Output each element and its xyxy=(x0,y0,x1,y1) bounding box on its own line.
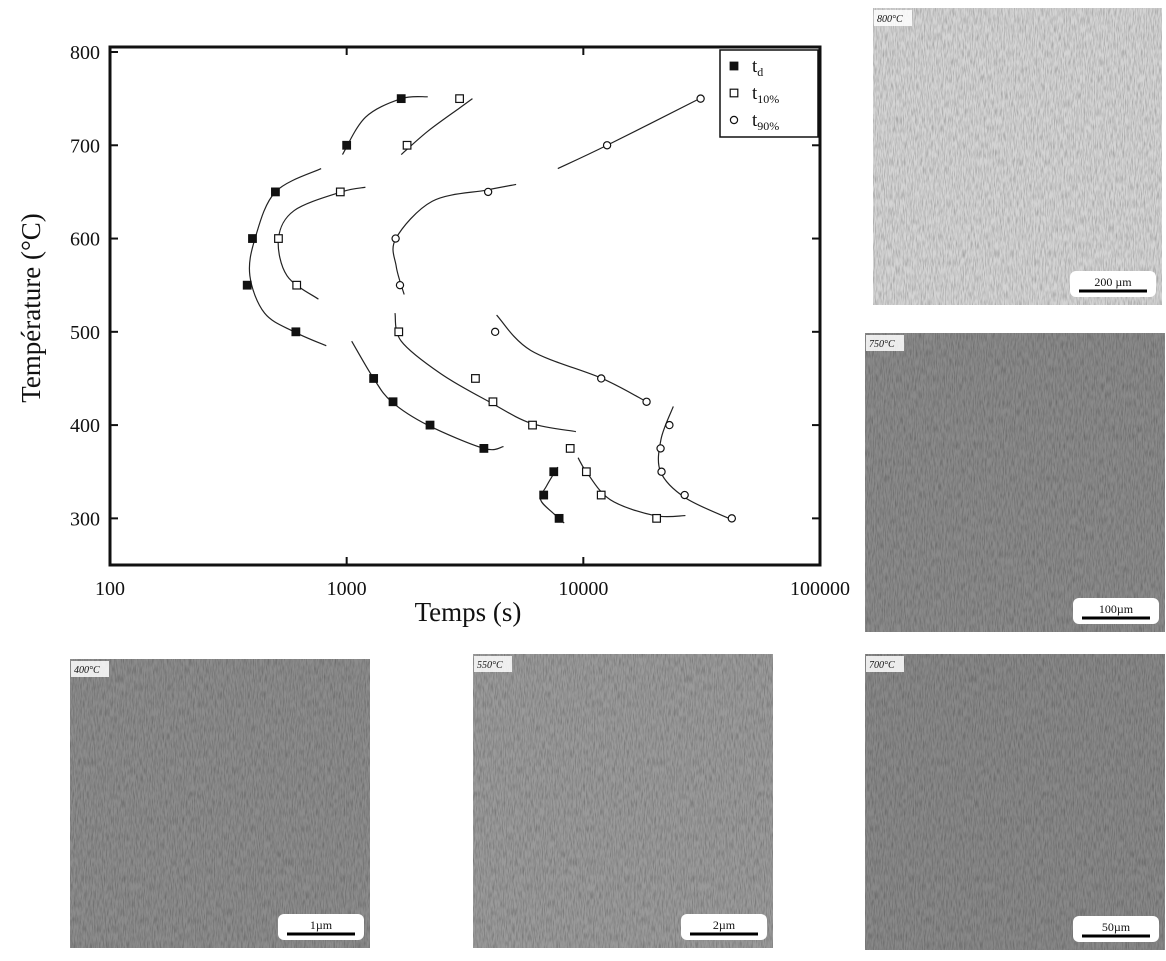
point xyxy=(597,374,606,383)
point xyxy=(539,490,549,500)
micrograph-label-bg xyxy=(866,656,904,672)
point xyxy=(554,513,564,523)
point xyxy=(242,280,252,290)
point xyxy=(490,327,500,337)
point xyxy=(248,234,257,243)
point xyxy=(335,187,345,197)
y-axis-title: Température (°C) xyxy=(16,213,46,403)
fit-curve xyxy=(557,98,700,170)
point xyxy=(652,513,662,523)
micrograph-label-bg xyxy=(866,335,904,351)
y-tick-label: 600 xyxy=(70,229,100,251)
point xyxy=(581,467,591,477)
fit-curve xyxy=(394,313,576,433)
y-tick-label: 800 xyxy=(70,42,100,64)
micrograph-label: 400°C xyxy=(74,665,100,676)
point xyxy=(342,140,352,150)
micrographs: 800°C 200 µm 750°C 100µm 400°C 1µm 550°C 2µm 700… xyxy=(70,8,1165,950)
micrograph-texture xyxy=(70,659,370,948)
legend-label: t90% xyxy=(752,110,779,133)
point xyxy=(369,374,379,383)
point xyxy=(425,420,435,430)
plot-frame xyxy=(108,45,822,567)
fit-curve xyxy=(248,168,327,347)
point xyxy=(391,234,400,243)
point xyxy=(665,420,674,430)
legend-marker xyxy=(729,61,739,71)
micrograph-label: 750°C xyxy=(869,339,895,350)
point xyxy=(596,490,606,500)
point xyxy=(291,327,301,337)
point xyxy=(602,141,612,150)
point xyxy=(656,444,665,453)
point xyxy=(402,140,412,150)
micrograph-texture xyxy=(865,654,1165,950)
point xyxy=(292,280,302,290)
micrograph-texture xyxy=(873,8,1162,305)
point xyxy=(727,514,737,523)
legend-label: td xyxy=(752,56,763,79)
fit-curve xyxy=(277,186,366,300)
legend-label: t10% xyxy=(752,83,779,106)
legend-marker xyxy=(729,115,739,125)
point xyxy=(642,397,651,406)
point xyxy=(396,94,406,104)
fit-curve xyxy=(496,314,647,403)
x-tick-label: 1000 xyxy=(327,578,367,600)
point xyxy=(394,327,404,337)
micrograph-texture xyxy=(473,654,773,948)
scale-bar-label: 2µm xyxy=(713,918,736,932)
micrograph-label-bg xyxy=(874,10,912,26)
point xyxy=(471,374,480,383)
micrograph-texture xyxy=(865,333,1165,632)
y-tick-label: 300 xyxy=(70,508,100,530)
fit-curve xyxy=(351,340,504,451)
point xyxy=(395,280,405,290)
micrograph-label: 700°C xyxy=(869,660,895,671)
point xyxy=(549,467,559,477)
x-tick-label: 100000 xyxy=(790,578,850,600)
scale-bar-label: 200 µm xyxy=(1094,275,1132,289)
scale-bar-label: 50µm xyxy=(1102,920,1131,934)
point xyxy=(528,420,537,430)
x-tick-label: 100 xyxy=(95,578,125,600)
scale-bar-label: 1µm xyxy=(310,918,333,932)
point xyxy=(657,467,666,476)
micrograph-label: 550°C xyxy=(477,660,503,671)
point xyxy=(388,397,398,407)
y-tick-label: 400 xyxy=(70,415,100,437)
fit-curve xyxy=(392,183,517,295)
point xyxy=(274,234,283,243)
y-tick-label: 500 xyxy=(70,322,100,344)
x-axis-title: Temps (s) xyxy=(415,597,522,627)
micrograph-label-bg xyxy=(474,656,512,672)
micrograph-label: 800°C xyxy=(877,14,903,25)
point xyxy=(479,444,489,453)
fit-curve xyxy=(400,98,473,156)
legend-marker xyxy=(729,88,739,98)
micrograph-label-bg xyxy=(71,661,109,677)
x-tick-label: 10000 xyxy=(558,578,608,600)
point xyxy=(455,94,464,104)
point xyxy=(488,397,498,407)
point xyxy=(271,187,280,197)
scale-bar-label: 100µm xyxy=(1099,602,1134,616)
point xyxy=(565,444,575,453)
fit-curve xyxy=(577,457,686,518)
y-tick-label: 700 xyxy=(70,135,100,157)
point xyxy=(680,490,689,500)
point xyxy=(696,94,705,103)
plot: 300 400 500 600 700 800 100 1000 10000 100000 td t1… xyxy=(70,42,850,600)
point xyxy=(483,187,493,197)
fit-curve xyxy=(341,95,428,155)
